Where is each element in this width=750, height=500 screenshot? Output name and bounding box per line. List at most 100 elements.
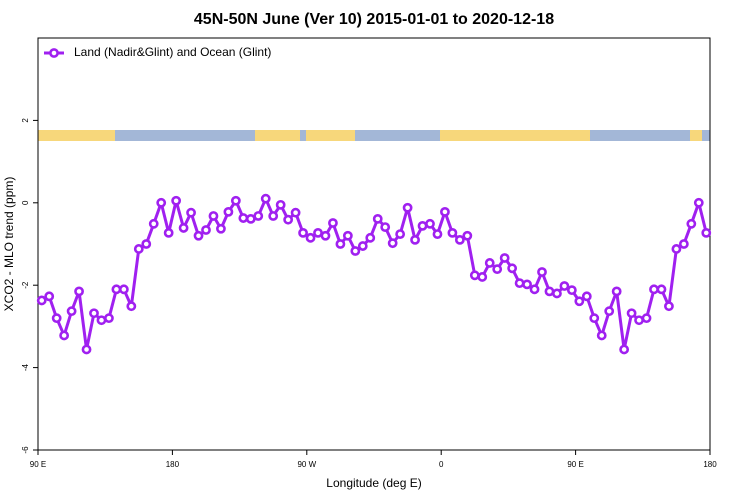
point	[283, 214, 294, 225]
point	[201, 225, 211, 235]
x-tick-label: 90 W	[297, 460, 316, 469]
x-axis-label: Longitude (deg E)	[326, 476, 421, 490]
point	[216, 223, 226, 234]
point	[66, 306, 77, 317]
point	[171, 195, 182, 206]
point	[514, 278, 525, 289]
point	[469, 270, 480, 281]
point	[81, 344, 92, 355]
point	[253, 211, 264, 221]
point	[649, 284, 659, 295]
point	[104, 313, 114, 324]
y-tick-label: -4	[21, 363, 30, 371]
x-tick-label: 180	[166, 460, 180, 469]
point	[395, 229, 406, 240]
y-tick-label: 0	[21, 200, 30, 205]
point	[686, 218, 697, 229]
point	[290, 207, 301, 218]
point	[544, 286, 555, 297]
point	[589, 313, 600, 324]
y-axis-label: XCO2 - MLO trend (ppm)	[2, 177, 16, 312]
point	[387, 238, 398, 249]
x-tick-label: 90 E	[567, 460, 583, 469]
point	[566, 285, 577, 296]
point	[126, 301, 137, 312]
point	[148, 218, 159, 229]
point	[484, 258, 495, 268]
point	[275, 199, 286, 210]
point	[634, 315, 644, 326]
map-band	[38, 130, 710, 141]
point	[574, 296, 585, 307]
x-tick-label: 90 E	[30, 460, 46, 469]
point	[350, 246, 361, 256]
point	[656, 284, 667, 295]
point	[230, 195, 241, 206]
point	[559, 281, 570, 291]
point	[402, 202, 413, 213]
point	[529, 284, 540, 295]
point	[671, 244, 682, 254]
point	[305, 232, 316, 243]
point	[238, 213, 249, 223]
plot-frame	[37, 37, 711, 451]
point	[163, 227, 174, 238]
point	[260, 193, 271, 204]
point	[208, 211, 219, 221]
point	[96, 315, 107, 326]
point	[611, 286, 622, 297]
chart-title: 45N-50N June (Ver 10) 2015-01-01 to 2020…	[194, 11, 554, 28]
point	[313, 227, 323, 238]
point	[701, 227, 712, 238]
point	[604, 306, 615, 317]
point	[432, 229, 443, 240]
point	[596, 330, 607, 341]
point	[268, 211, 279, 221]
point	[141, 239, 152, 249]
point	[693, 197, 704, 208]
point	[507, 263, 518, 274]
point	[440, 206, 450, 217]
point	[477, 272, 488, 282]
point	[492, 264, 503, 275]
point	[178, 223, 189, 233]
point	[133, 244, 144, 254]
y-tick-label: 2	[21, 118, 30, 123]
point	[499, 253, 510, 263]
point	[74, 286, 84, 297]
point	[118, 284, 129, 295]
point	[51, 313, 62, 324]
x-tick-label: 180	[703, 460, 717, 469]
point	[298, 227, 308, 238]
point	[372, 213, 383, 224]
point	[417, 220, 428, 231]
point	[44, 291, 55, 302]
point	[537, 267, 547, 277]
y-tick-label: -2	[21, 281, 30, 289]
point	[626, 308, 637, 319]
legend-label: Land (Nadir&Glint) and Ocean (Glint)	[74, 45, 271, 59]
point	[328, 218, 338, 228]
point	[342, 230, 353, 241]
point	[245, 213, 256, 224]
point	[186, 207, 196, 218]
point	[335, 239, 346, 249]
point	[447, 227, 458, 238]
point	[664, 301, 674, 312]
x-tick-label: 0	[439, 460, 444, 469]
point	[111, 284, 122, 295]
point	[522, 279, 532, 290]
point	[552, 288, 562, 299]
point	[193, 230, 204, 241]
point	[425, 218, 435, 229]
point	[365, 232, 376, 243]
point	[462, 230, 473, 241]
point	[678, 239, 689, 249]
point	[454, 234, 465, 245]
point	[357, 241, 368, 251]
point	[320, 230, 331, 241]
point	[641, 313, 652, 324]
point	[581, 291, 592, 302]
y-tick-label: -6	[21, 446, 30, 454]
